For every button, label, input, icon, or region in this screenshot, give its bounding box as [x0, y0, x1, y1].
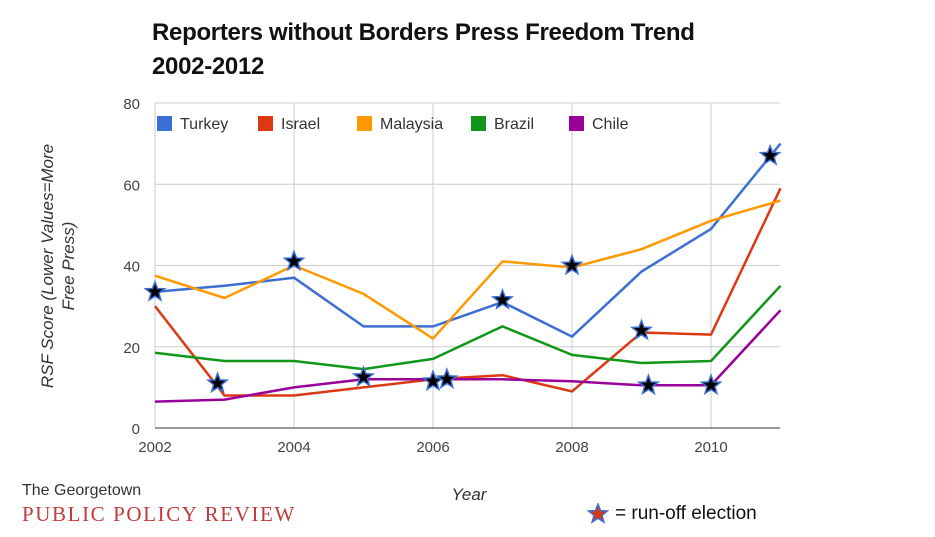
series-line-chile [154, 309, 782, 403]
y-tick-label: 80 [123, 96, 140, 113]
runoff-election-marker [435, 367, 459, 390]
chart-title-line1: Reporters without Borders Press Freedom … [152, 19, 695, 46]
series-line-brazil [154, 284, 782, 371]
x-tick-label: 2002 [138, 439, 171, 456]
y-tick-label: 40 [123, 259, 140, 276]
runoff-election-note: = run-off election [587, 503, 757, 525]
runoff-election-marker [560, 253, 584, 276]
legend-swatch-malaysia [357, 116, 372, 131]
logo-line1: The Georgetown [22, 482, 142, 499]
legend-label-malaysia: Malaysia [380, 116, 443, 133]
legend-label-turkey: Turkey [180, 116, 228, 133]
runoff-election-marker [758, 143, 782, 166]
runoff-note-text: = run-off election [615, 503, 757, 524]
runoff-election-marker [351, 365, 376, 388]
x-tick-label: 2006 [416, 439, 449, 456]
logo-line2: PUBLIC POLICY REVIEW [22, 502, 296, 526]
chart-title-line2: 2002-2012 [152, 53, 265, 80]
y-tick-label: 0 [132, 421, 140, 438]
x-axis-title: Year [452, 485, 488, 504]
series-line-malaysia [154, 199, 781, 340]
x-tick-label: 2010 [694, 439, 727, 456]
y-tick-label: 60 [123, 177, 140, 194]
legend-swatch-israel [258, 116, 273, 131]
star-icon [587, 503, 609, 524]
runoff-election-marker [282, 249, 306, 272]
georgetown-logo: The Georgetown PUBLIC POLICY REVIEW [22, 481, 296, 527]
runoff-election-marker [205, 371, 230, 394]
legend-swatch-brazil [471, 116, 486, 131]
x-tick-label: 2004 [277, 439, 310, 456]
legend-swatch-turkey [157, 116, 172, 131]
y-tick-label: 20 [123, 340, 140, 357]
series-line-israel [154, 187, 782, 397]
legend-label-chile: Chile [592, 116, 629, 133]
runoff-election-marker [143, 279, 167, 302]
x-tick-label: 2008 [555, 439, 588, 456]
series-line-turkey [154, 142, 782, 338]
legend-label-israel: Israel [281, 116, 320, 133]
runoff-election-marker [629, 318, 654, 341]
runoff-election-marker [490, 287, 515, 310]
y-axis-title-line1: RSF Score (Lower Values=More [38, 144, 57, 388]
y-axis-title-line2: Free Press) [59, 222, 78, 311]
runoff-election-marker [699, 373, 723, 396]
chart-title: Reporters without Borders Press Freedom … [152, 16, 695, 84]
legend-label-brazil: Brazil [494, 116, 534, 133]
legend-swatch-chile [569, 116, 584, 131]
runoff-election-marker [636, 373, 661, 396]
